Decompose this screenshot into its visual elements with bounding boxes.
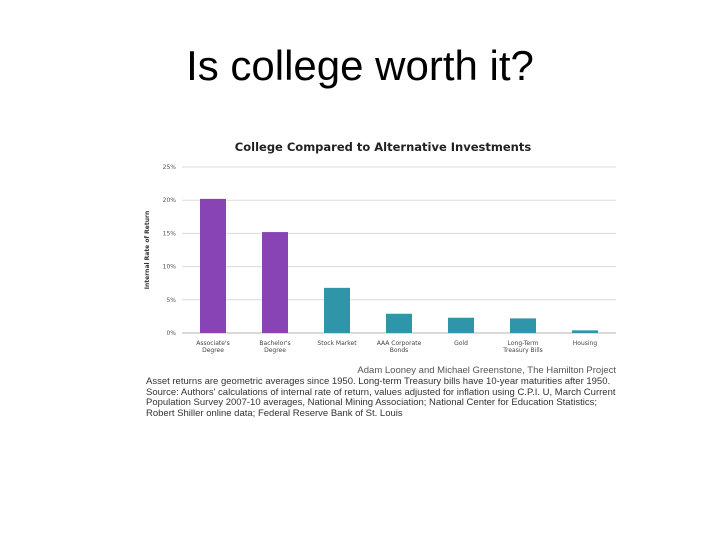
slide-title: Is college worth it? <box>186 42 534 89</box>
bar <box>200 198 226 333</box>
x-tick-label: AAA Corporate Bonds <box>377 340 422 354</box>
chart-attribution: Adam Looney and Michael Greenstone, The … <box>357 365 616 376</box>
x-tick-label: Housing <box>573 340 598 347</box>
bars <box>200 198 598 333</box>
bar <box>262 232 288 333</box>
y-axis-label: Internal Rate of Return <box>144 211 151 289</box>
bar <box>572 330 598 333</box>
chart-title: College Compared to Alternative Investme… <box>235 140 532 154</box>
y-axis-ticks: 0% 5% 10% 15% 20% 25% <box>163 164 177 337</box>
bar <box>324 287 350 333</box>
y-tick-label: 0% <box>166 330 176 337</box>
x-tick-label: Stock Market <box>317 340 357 347</box>
y-tick-label: 25% <box>163 164 177 171</box>
x-tick-label: Bachelor's Degree <box>259 340 290 354</box>
bar <box>448 317 474 333</box>
bar <box>386 313 412 333</box>
y-tick-label: 20% <box>163 197 177 204</box>
y-tick-label: 10% <box>163 264 177 271</box>
bar-chart: College Compared to Alternative Investme… <box>144 140 616 354</box>
y-tick-label: 15% <box>163 230 177 237</box>
x-tick-label: Associate's Degree <box>196 340 230 354</box>
bar <box>510 318 536 333</box>
gridlines <box>182 166 616 334</box>
y-tick-label: 5% <box>166 297 176 304</box>
chart-footnote: Asset returns are geometric averages sin… <box>146 376 616 419</box>
x-axis-ticks: Associate's Degree Bachelor's Degree Stock M… <box>196 340 597 354</box>
x-tick-label: Gold <box>454 340 468 347</box>
x-tick-label: Long-Term Treasury Bills <box>502 340 543 354</box>
